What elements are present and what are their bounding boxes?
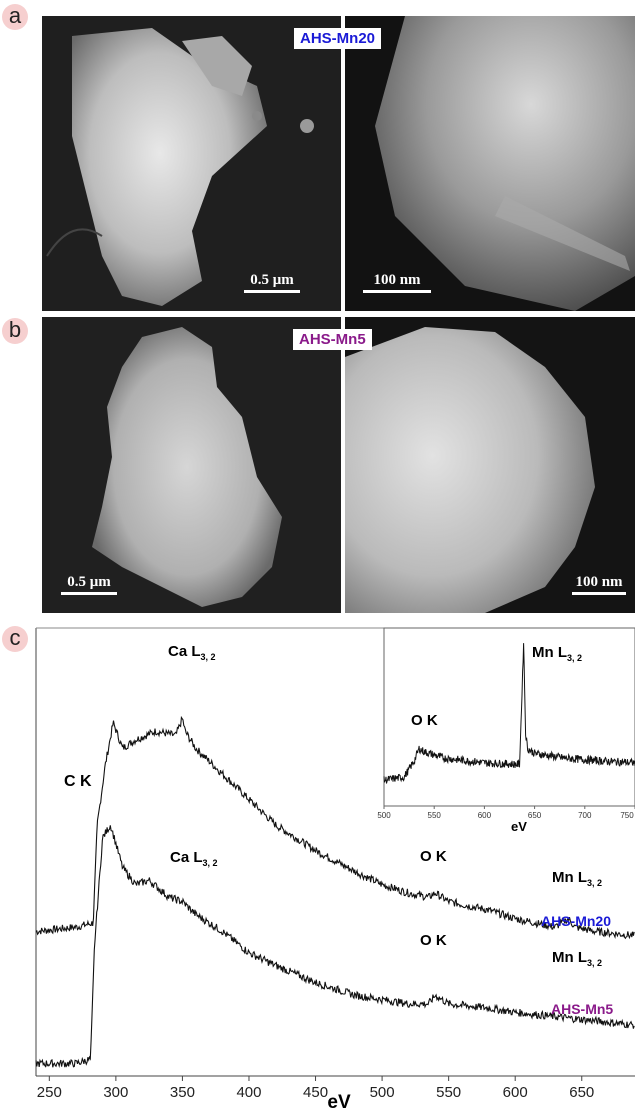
sample-label-mn5: AHS-Mn5	[293, 329, 372, 350]
x-tick-label: 350	[170, 1084, 195, 1101]
x-tick-label: 650	[569, 1084, 594, 1101]
series-label-mn20: AHS-Mn20	[541, 913, 611, 929]
panel-letter-a: a	[2, 4, 28, 30]
x-tick-label: 300	[103, 1084, 128, 1101]
panel-letter-c: c	[2, 626, 28, 652]
scale-bar-line	[244, 290, 300, 293]
sample-label-mn20: AHS-Mn20	[294, 28, 382, 49]
series-line-ahs-mn20	[35, 715, 635, 940]
scale-label: 100 nm	[373, 272, 421, 288]
scale-bar-line	[572, 592, 626, 595]
scale-bar-b-left: 0.5 μm	[61, 574, 117, 595]
particle-closeup-image	[345, 317, 635, 613]
annotation-ca-mn5: Ca L3, 2	[170, 849, 218, 868]
scale-bar-b-right: 100 nm	[572, 574, 626, 595]
scale-bar-a-left: 0.5 μm	[244, 272, 300, 293]
micrograph-a-right	[345, 16, 635, 311]
x-tick-label: 600	[503, 1084, 528, 1101]
eels-spectrum-chart: 250 300 350 400 450 500 550 600 650 500 550 600 650…	[35, 627, 635, 1113]
x-tick-label: 550	[436, 1084, 461, 1101]
inset-plot: 500 550 600 650 700 750	[377, 627, 635, 820]
x-tick-label: 250	[37, 1084, 62, 1101]
annotation-mn-mn5: Mn L3, 2	[552, 949, 602, 968]
annotation-mn-mn20: Mn L3, 2	[552, 869, 602, 888]
inset-x-tick-label: 600	[478, 811, 492, 820]
micrograph-a-left	[42, 16, 341, 311]
panel-letter-b: b	[2, 318, 28, 344]
inset-x-tick-label: 500	[377, 811, 391, 820]
micrograph-b-right	[345, 317, 635, 613]
x-tick-label: 450	[303, 1084, 328, 1101]
series-label-mn5: AHS-Mn5	[551, 1001, 613, 1017]
inset-x-tick-label: 700	[578, 811, 592, 820]
series-line-ahs-mn5	[35, 825, 635, 1069]
annotation-ok-mn20: O K	[420, 848, 447, 865]
inset-x-tick-label: 650	[528, 811, 542, 820]
scale-bar-line	[363, 290, 431, 293]
x-axis-label: eV	[327, 1092, 351, 1113]
annotation-ok-mn5: O K	[420, 932, 447, 949]
particle-image	[42, 16, 341, 311]
scale-label: 0.5 μm	[67, 574, 111, 590]
annotation-ca-mn20: Ca L3, 2	[168, 643, 216, 662]
inset-x-tick-label: 550	[428, 811, 442, 820]
scale-bar-line	[61, 592, 117, 595]
scale-label: 0.5 μm	[250, 272, 294, 288]
inset-annotation-mn: Mn L3, 2	[532, 644, 582, 663]
x-tick-label: 500	[370, 1084, 395, 1101]
inset-annotation-ok: O K	[411, 712, 438, 729]
x-tick-label: 400	[236, 1084, 261, 1101]
particle-image	[42, 317, 341, 613]
inset-x-axis-label: eV	[511, 819, 527, 834]
scale-label: 100 nm	[575, 574, 623, 590]
inset-series-line	[383, 643, 635, 784]
annotation-ck: C K	[64, 773, 92, 790]
particle-closeup-image	[345, 16, 635, 311]
inset-x-tick-label: 750	[620, 811, 634, 820]
inset-frame	[383, 627, 635, 807]
scale-bar-a-right: 100 nm	[363, 272, 431, 293]
micrograph-b-left	[42, 317, 341, 613]
